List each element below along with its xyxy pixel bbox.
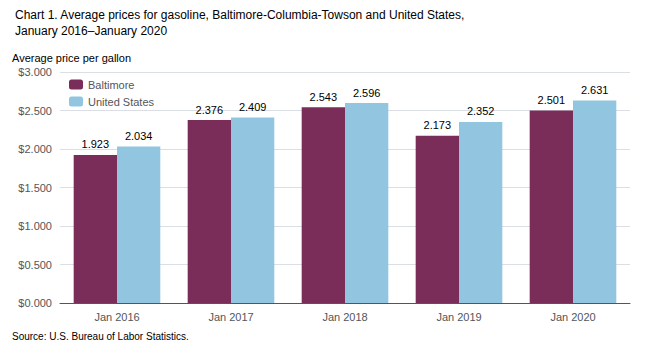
svg-text:Jan 2018: Jan 2018 (322, 311, 367, 323)
svg-text:$0.500: $0.500 (18, 259, 52, 271)
svg-text:2.034: 2.034 (125, 130, 153, 142)
svg-text:Jan 2017: Jan 2017 (208, 311, 253, 323)
svg-text:2.376: 2.376 (196, 104, 224, 116)
svg-text:Jan 2016: Jan 2016 (94, 311, 139, 323)
svg-text:2.631: 2.631 (581, 84, 609, 96)
svg-text:$2.500: $2.500 (18, 105, 52, 117)
svg-text:$1.000: $1.000 (18, 220, 52, 232)
svg-text:2.173: 2.173 (424, 119, 452, 131)
svg-text:Source: U.S. Bureau of Labor S: Source: U.S. Bureau of Labor Statistics. (12, 331, 189, 342)
svg-text:January 2016–January 2020: January 2016–January 2020 (15, 24, 167, 38)
svg-text:Chart 1. Average prices for ga: Chart 1. Average prices for gasoline, Ba… (15, 8, 464, 22)
svg-text:$1.500: $1.500 (18, 182, 52, 194)
svg-text:2.501: 2.501 (538, 94, 566, 106)
svg-text:$0.000: $0.000 (18, 297, 52, 309)
svg-text:Jan 2020: Jan 2020 (550, 311, 595, 323)
svg-text:$2.000: $2.000 (18, 143, 52, 155)
svg-text:1.923: 1.923 (82, 138, 110, 150)
svg-text:United States: United States (88, 96, 155, 108)
svg-text:Baltimore: Baltimore (88, 79, 134, 91)
svg-text:$3.000: $3.000 (18, 66, 52, 78)
svg-text:Jan 2019: Jan 2019 (436, 311, 481, 323)
svg-text:2.352: 2.352 (467, 105, 495, 117)
svg-text:2.409: 2.409 (239, 101, 267, 113)
svg-text:2.543: 2.543 (310, 91, 338, 103)
svg-text:Average price per gallon: Average price per gallon (12, 52, 131, 64)
svg-text:2.596: 2.596 (353, 87, 381, 99)
